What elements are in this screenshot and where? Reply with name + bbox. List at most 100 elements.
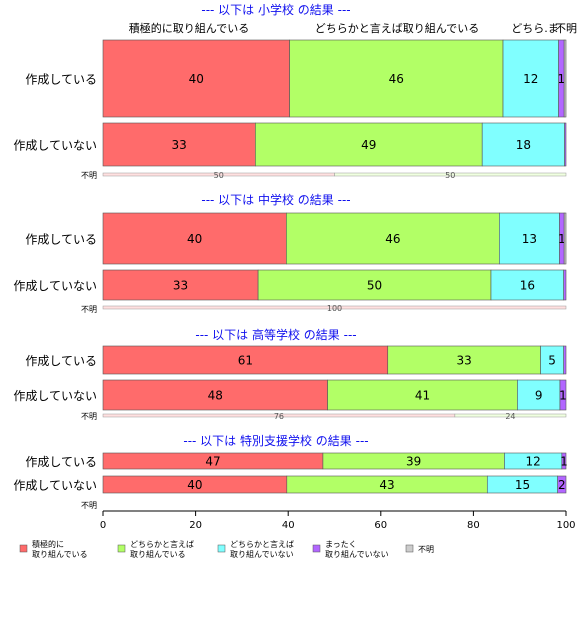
top-category-label: どちらかと言えば取り組んでいる [315, 22, 479, 35]
bar-segment [102, 345, 389, 375]
bar-segment [499, 212, 560, 265]
bar-segment [563, 212, 567, 265]
unknown-row-label: 不明 [81, 305, 97, 314]
bar-segment [102, 212, 287, 265]
unknown-row-label: 不明 [81, 412, 97, 421]
legend-label-line: どちらかと言えば [130, 539, 194, 549]
data-label: 33 [456, 354, 471, 368]
bar-segment [257, 269, 492, 301]
data-label: 9 [535, 389, 543, 403]
data-label: 46 [389, 72, 404, 86]
bar-segment [564, 122, 567, 167]
row-label: 作成している [25, 354, 97, 368]
legend-swatch [312, 544, 321, 553]
data-label: 40 [187, 478, 202, 492]
legend-label: どちらかと言えば取り組んでいる [130, 539, 194, 559]
top-category-label: どちら.ま [511, 22, 559, 35]
legend-label-line: 取り組んでいる [32, 549, 88, 559]
legend-label-line: まったく [325, 540, 357, 549]
data-label: 12 [525, 455, 540, 469]
data-label: 1 [559, 389, 567, 403]
data-label: 41 [415, 389, 430, 403]
x-tick-label: 60 [374, 520, 387, 531]
bar-segment [102, 122, 256, 167]
bar-segment [286, 212, 500, 265]
panel-title: --- 以下は 高等学校 の結果 --- [195, 327, 356, 342]
x-tick-label: 0 [100, 520, 106, 531]
legend-label-line: 取り組んでいない [230, 549, 294, 559]
unknown-data-label: 76 [274, 412, 284, 421]
bar-segment [327, 379, 518, 411]
data-label: 2 [558, 478, 566, 492]
data-label: 5 [548, 354, 556, 368]
data-label: 61 [238, 354, 253, 368]
x-tick-label: 80 [467, 520, 480, 531]
bar-segment [387, 345, 541, 375]
bar-segment [563, 39, 567, 118]
bar-segment [102, 379, 328, 411]
legend-swatch [117, 544, 126, 553]
data-label: 49 [361, 138, 376, 152]
top-category-label: 積極的に取り組んでいる [129, 21, 249, 35]
data-label: 33 [173, 279, 188, 293]
row-label: 作成していない [13, 279, 97, 293]
data-label: 13 [522, 232, 537, 246]
legend-label-line: 不明 [418, 545, 434, 554]
data-label: 33 [172, 138, 187, 152]
legend-label: 不明 [418, 545, 434, 554]
unknown-bar-segment [454, 413, 567, 418]
unknown-data-label: 50 [214, 171, 224, 180]
bar-segment [289, 39, 504, 118]
x-tick-label: 100 [556, 520, 575, 531]
bar-segment [563, 269, 567, 301]
legend-label-line: 取り組んでいない [325, 549, 389, 559]
panel-title: --- 以下は 中学校 の結果 --- [201, 192, 350, 207]
legend-swatch [19, 544, 28, 553]
bar-segment [102, 39, 290, 118]
bar-segment [502, 39, 559, 118]
row-label: 作成している [25, 233, 97, 247]
legend-label: どちらかと言えば取り組んでいない [230, 539, 294, 559]
bar-segment [102, 269, 259, 301]
legend-label-line: 取り組んでいる [130, 549, 186, 559]
top-category-label: 不明 [555, 22, 577, 35]
data-label: 43 [379, 478, 394, 492]
data-label: 39 [406, 455, 421, 469]
row-label: 作成している [25, 73, 97, 87]
bar-segment [490, 269, 564, 301]
legend-label: 積極的に取り組んでいる [32, 539, 88, 559]
row-label: 作成している [25, 455, 97, 469]
legend-swatch [217, 544, 226, 553]
unknown-bar-segment [334, 172, 567, 177]
row-label: 作成していない [13, 139, 97, 153]
data-label: 40 [189, 72, 204, 86]
bar-segment [481, 122, 565, 167]
legend-label-line: 積極的に [32, 539, 64, 549]
data-label: 47 [205, 455, 220, 469]
bar-segment [557, 475, 567, 494]
unknown-data-label: 100 [327, 304, 342, 313]
bar-segment [559, 379, 567, 411]
bar-segment [561, 452, 567, 470]
unknown-bar-segment [102, 305, 567, 310]
unknown-data-label: 24 [505, 412, 515, 421]
data-label: 1 [558, 72, 566, 86]
legend-label-line: どちらかと言えば [230, 539, 294, 549]
bar-segment [563, 345, 567, 375]
data-label: 16 [520, 279, 535, 293]
data-label: 15 [515, 478, 530, 492]
unknown-row-label: 不明 [81, 501, 97, 510]
data-label: 12 [523, 72, 538, 86]
data-label: 1 [560, 455, 568, 469]
data-label: 40 [187, 232, 202, 246]
data-label: 50 [367, 279, 382, 293]
x-tick-label: 40 [282, 520, 295, 531]
row-label: 作成していない [13, 389, 97, 403]
data-label: 48 [208, 389, 223, 403]
bar-segment [517, 379, 561, 411]
unknown-data-label: 50 [445, 171, 455, 180]
row-label: 作成していない [13, 479, 97, 493]
data-label: 46 [385, 232, 400, 246]
data-label: 18 [516, 138, 531, 152]
